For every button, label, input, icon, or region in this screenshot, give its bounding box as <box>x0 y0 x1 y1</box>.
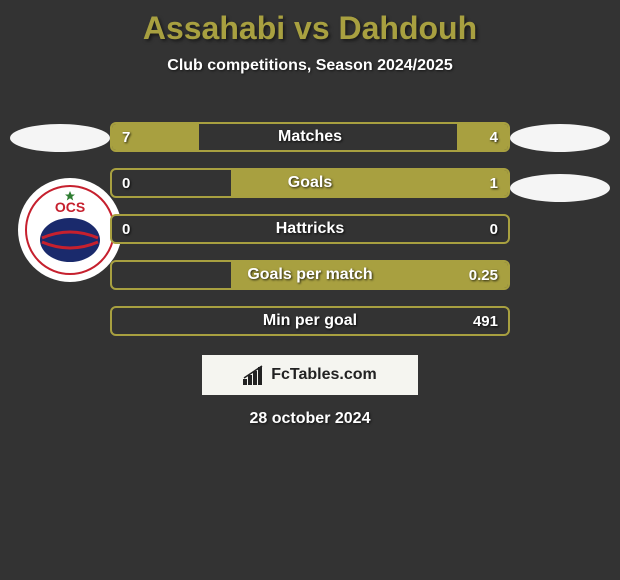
stat-bars: 7 Matches 4 0 Goals 1 0 Hattricks 0 Goal… <box>110 122 510 352</box>
bar-goals: 0 Goals 1 <box>110 168 510 198</box>
bar-label: Goals per match <box>112 262 508 288</box>
date-label: 28 october 2024 <box>0 410 620 428</box>
bar-value-right: 4 <box>490 124 498 150</box>
club-badge: OCS <box>18 178 122 282</box>
bar-value-right: 0 <box>490 216 498 242</box>
bar-chart-icon <box>243 365 265 385</box>
bar-min-per-goal: Min per goal 491 <box>110 306 510 336</box>
bar-goals-per-match: Goals per match 0.25 <box>110 260 510 290</box>
bar-label: Goals <box>112 170 508 196</box>
svg-text:OCS: OCS <box>55 199 85 215</box>
footer-brand-text: FcTables.com <box>271 366 377 384</box>
placeholder-ellipse-right-2 <box>510 174 610 202</box>
bar-label: Matches <box>112 124 508 150</box>
bar-value-right: 491 <box>473 308 498 334</box>
page-title: Assahabi vs Dahdouh <box>0 0 620 47</box>
bar-value-left: 0 <box>122 216 130 242</box>
subtitle: Club competitions, Season 2024/2025 <box>0 57 620 75</box>
bar-hattricks: 0 Hattricks 0 <box>110 214 510 244</box>
bar-value-right: 1 <box>490 170 498 196</box>
placeholder-ellipse-right-1 <box>510 124 610 152</box>
bar-value-left: 0 <box>122 170 130 196</box>
placeholder-ellipse-left <box>10 124 110 152</box>
bar-label: Min per goal <box>112 308 508 334</box>
bar-matches: 7 Matches 4 <box>110 122 510 152</box>
bar-label: Hattricks <box>112 216 508 242</box>
bar-value-right: 0.25 <box>469 262 498 288</box>
footer-brand-box: FcTables.com <box>202 355 418 395</box>
bar-value-left: 7 <box>122 124 130 150</box>
